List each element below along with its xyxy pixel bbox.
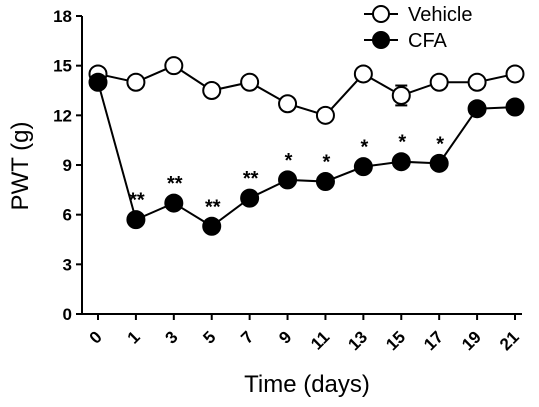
x-tick-label: 9 (275, 327, 295, 347)
vehicle-point (164, 56, 184, 76)
significance-label: ** (129, 190, 145, 212)
cfa-point (278, 170, 298, 190)
cfa-point (240, 188, 260, 208)
vehicle-point (467, 72, 487, 92)
y-tick-label: 0 (63, 305, 72, 324)
significance-label: ** (205, 196, 221, 218)
cfa-point (353, 157, 373, 177)
x-tick-label: 5 (199, 327, 219, 347)
cfa-point (202, 216, 222, 236)
x-tick-label: 11 (307, 327, 333, 353)
vehicle-point (126, 72, 146, 92)
cfa-point (429, 153, 449, 173)
y-tick-label: 15 (53, 57, 72, 76)
y-tick-label: 12 (53, 106, 72, 125)
legend-cfa-marker (372, 31, 390, 49)
vehicle-point (429, 72, 449, 92)
cfa-line (97, 81, 516, 228)
series-group (88, 56, 525, 236)
x-tick-label: 0 (86, 327, 106, 347)
significance-label: * (436, 133, 444, 155)
cfa-point (126, 210, 146, 230)
vehicle-point (505, 64, 525, 84)
x-tick-label: 21 (496, 327, 523, 354)
x-tick-label: 3 (162, 327, 182, 347)
x-axis-title: Time (days) (244, 371, 370, 398)
vehicle-point (353, 64, 373, 84)
vehicle-point (315, 105, 335, 125)
significance-label: * (360, 137, 368, 159)
x-tick-label: 1 (124, 327, 144, 347)
significance-label: * (398, 132, 406, 154)
vehicle-point (240, 72, 260, 92)
cfa-point (391, 152, 411, 172)
y-tick-label: 18 (53, 7, 72, 26)
axes-group (76, 15, 522, 320)
cfa-point (88, 72, 108, 92)
legend-vehicle-marker (372, 5, 390, 23)
y-tick-label: 9 (63, 156, 72, 175)
significance-label: * (323, 152, 331, 174)
x-tick-label: 13 (344, 327, 371, 354)
legend: Vehicle CFA (364, 4, 473, 52)
vehicle-point (202, 81, 222, 100)
x-tick-label: 15 (382, 327, 409, 354)
significance-label: ** (243, 168, 259, 190)
vehicle-point (278, 94, 298, 114)
x-tick-label: 17 (420, 327, 447, 354)
x-tick-label: 7 (237, 327, 257, 347)
y-tick-label: 6 (63, 206, 72, 225)
cfa-point (505, 97, 525, 117)
vehicle-point (391, 85, 411, 105)
legend-vehicle-label: Vehicle (408, 4, 473, 26)
significance-label: * (285, 150, 293, 172)
legend-cfa-label: CFA (408, 30, 448, 52)
cfa-point (315, 172, 335, 192)
y-axis-title: PWT (g) (7, 122, 34, 211)
vehicle-line (97, 64, 516, 117)
cfa-point (467, 99, 487, 119)
y-tick-label: 3 (63, 255, 72, 274)
x-tick-label: 19 (458, 327, 485, 354)
cfa-point (164, 193, 184, 213)
significance-label: ** (167, 173, 183, 195)
